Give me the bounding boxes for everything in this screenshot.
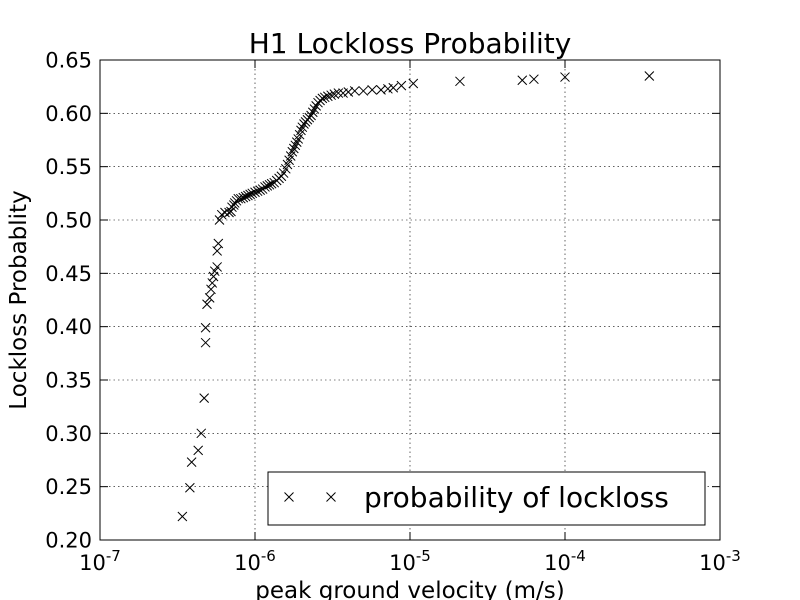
data-point xyxy=(207,278,218,288)
y-tick-label: 0.40 xyxy=(45,315,92,339)
data-point xyxy=(212,262,223,272)
x-tick-label: 10-4 xyxy=(544,547,586,575)
data-point xyxy=(319,92,330,103)
data-point xyxy=(307,107,318,118)
data-point xyxy=(252,186,263,197)
data-point xyxy=(455,76,465,87)
data-point xyxy=(329,89,340,99)
data-point xyxy=(214,215,225,225)
legend-label: probability of lockloss xyxy=(364,481,669,514)
data-point xyxy=(186,457,197,467)
grid xyxy=(100,60,720,540)
y-tick-label: 0.60 xyxy=(45,102,92,126)
x-tick-label: 10-6 xyxy=(234,547,276,575)
data-point xyxy=(529,74,539,85)
data-point xyxy=(309,104,320,114)
x-axis-label: peak ground velocity (m/s) xyxy=(255,578,564,600)
data-points xyxy=(177,71,655,522)
y-axis-label: Lockloss Probablity xyxy=(6,190,32,409)
data-point xyxy=(290,140,301,151)
data-point xyxy=(322,91,333,102)
y-tick-label: 0.65 xyxy=(45,49,92,73)
y-tick-label: 0.50 xyxy=(45,209,92,233)
data-point xyxy=(349,86,360,96)
data-point xyxy=(517,75,528,86)
data-point xyxy=(226,206,236,217)
chart-title: H1 Lockloss Probability xyxy=(249,27,572,60)
data-point xyxy=(204,293,215,303)
data-point xyxy=(388,82,399,93)
data-point xyxy=(367,85,378,95)
y-tick-label: 0.55 xyxy=(45,155,92,179)
y-tick-label: 0.30 xyxy=(45,422,92,446)
data-point xyxy=(408,78,419,89)
data-point xyxy=(264,179,275,190)
data-point xyxy=(193,445,204,456)
data-point xyxy=(311,101,321,111)
data-point xyxy=(306,110,316,121)
data-point xyxy=(200,322,211,333)
data-point xyxy=(202,299,212,310)
legend: probability of lockloss xyxy=(267,471,706,526)
data-point xyxy=(185,482,195,493)
y-axis-ticks: 0.20 0.25 0.30 0.35 0.40 0.45 0.50 0.55 0.60 0.65 xyxy=(45,49,720,553)
data-point xyxy=(220,207,230,218)
x-tick-label: 10-3 xyxy=(699,547,741,575)
data-point xyxy=(333,88,344,98)
data-point xyxy=(235,193,246,204)
data-point xyxy=(291,137,302,147)
data-point xyxy=(288,143,299,154)
data-point xyxy=(199,393,210,403)
data-point xyxy=(326,90,337,101)
legend-marker-left xyxy=(284,492,294,502)
x-tick-label: 10-7 xyxy=(79,547,121,575)
y-tick-label: 0.25 xyxy=(45,475,92,499)
data-point xyxy=(255,185,266,195)
data-point xyxy=(560,72,570,82)
legend-box xyxy=(267,471,706,526)
data-point xyxy=(287,146,298,157)
data-point xyxy=(206,284,216,295)
data-point xyxy=(396,80,407,91)
y-tick-label: 0.35 xyxy=(45,369,92,393)
legend-marker-right xyxy=(326,492,336,502)
data-point xyxy=(297,122,308,133)
data-point xyxy=(224,207,234,218)
y-tick-label: 0.45 xyxy=(45,262,92,286)
data-point xyxy=(317,93,328,104)
data-point xyxy=(177,511,188,522)
data-point xyxy=(213,238,224,249)
data-point xyxy=(247,188,258,199)
y-tick-label: 0.20 xyxy=(45,529,92,553)
data-point xyxy=(250,187,260,198)
data-point xyxy=(238,192,249,203)
x-axis-ticks: 10-7 10-6 10-5 10-4 10-3 xyxy=(79,60,741,575)
data-point xyxy=(296,125,306,136)
x-tick-label: 10-5 xyxy=(389,547,431,575)
data-point xyxy=(200,337,211,348)
data-point xyxy=(266,178,277,189)
data-point xyxy=(644,71,655,81)
data-point xyxy=(358,86,369,96)
data-point xyxy=(196,428,207,439)
data-point xyxy=(245,189,255,200)
